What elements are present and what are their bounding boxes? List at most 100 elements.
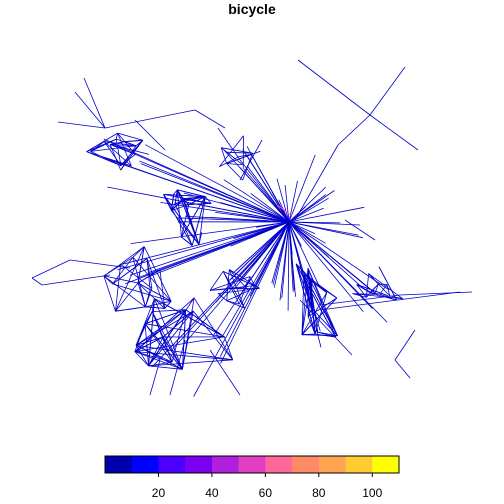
desire-line <box>103 138 290 223</box>
desire-line <box>134 351 233 361</box>
desire-line <box>249 276 255 286</box>
desire-line <box>144 309 186 325</box>
desire-line <box>145 144 290 223</box>
desire-line <box>31 259 71 279</box>
desire-line <box>394 329 416 361</box>
desire-line <box>311 308 338 337</box>
desire-line <box>226 163 243 165</box>
desire-line <box>144 323 173 363</box>
legend-color-bin <box>158 456 186 473</box>
desire-line <box>279 221 290 301</box>
desire-line <box>90 141 105 152</box>
desire-line <box>227 221 290 283</box>
desire-line <box>239 159 290 223</box>
desire-line <box>145 288 153 308</box>
desire-line <box>182 309 187 370</box>
desire-line <box>182 297 195 370</box>
desire-line <box>235 221 290 271</box>
high-flow-line <box>281 207 293 217</box>
desire-line <box>136 345 233 361</box>
desire-line <box>154 298 183 370</box>
desire-line <box>135 345 183 370</box>
desire-line <box>135 336 164 346</box>
desire-line <box>129 221 290 276</box>
desire-line <box>220 202 290 223</box>
desire-line <box>237 221 290 300</box>
desire-line <box>301 280 311 335</box>
desire-line <box>112 256 134 285</box>
desire-line <box>163 194 200 245</box>
desire-line <box>399 291 473 296</box>
desire-line <box>222 271 240 305</box>
legend-color-bin <box>131 456 159 473</box>
desire-line <box>31 277 43 286</box>
desire-line <box>215 221 290 303</box>
desire-line <box>278 199 290 223</box>
legend-color-bin <box>372 456 400 473</box>
desire-line <box>193 221 290 397</box>
desire-line <box>271 221 290 284</box>
desire-line <box>148 336 164 367</box>
desire-line <box>139 160 290 223</box>
desire-line <box>105 157 290 223</box>
desire-line <box>152 309 186 312</box>
desire-line <box>163 194 172 211</box>
desire-line <box>117 132 143 141</box>
desire-line <box>288 221 310 239</box>
desire-line <box>163 194 193 246</box>
desire-line <box>315 333 336 338</box>
legend-border <box>104 455 400 474</box>
desire-line <box>307 268 338 336</box>
desire-line <box>130 221 290 244</box>
desire-line <box>137 282 172 302</box>
map-title: bicycle <box>228 1 276 17</box>
desire-line <box>115 282 139 312</box>
desire-line <box>148 309 187 367</box>
legend-color-bin <box>105 456 133 473</box>
desire-line <box>288 221 326 244</box>
desire-line <box>288 221 364 312</box>
desire-line <box>152 221 290 367</box>
desire-line <box>134 336 225 352</box>
desire-line <box>230 221 290 247</box>
desire-line <box>288 221 321 332</box>
desire-line <box>137 282 166 309</box>
desire-line <box>124 139 143 142</box>
desire-line <box>352 293 403 300</box>
desire-line <box>226 269 230 301</box>
desire-line <box>104 109 196 129</box>
desire-line <box>171 309 187 363</box>
desire-line <box>162 310 194 338</box>
desire-line <box>57 121 106 129</box>
desire-line <box>226 163 243 181</box>
desire-line <box>176 189 200 245</box>
desire-line <box>151 311 183 370</box>
desire-line <box>233 221 290 239</box>
desire-line <box>143 246 172 302</box>
desire-line <box>288 221 373 309</box>
desire-line <box>219 135 244 167</box>
desire-line <box>164 300 172 309</box>
desire-line <box>174 203 193 246</box>
desire-line <box>288 221 390 291</box>
legend-tick-label: 100 <box>362 486 382 500</box>
desire-line <box>294 144 339 221</box>
desire-line <box>222 271 245 309</box>
desire-line <box>226 300 245 309</box>
desire-line <box>90 145 136 152</box>
desire-line <box>135 311 153 346</box>
desire-line <box>288 221 294 292</box>
desire-line <box>117 221 290 271</box>
desire-line <box>41 274 111 286</box>
desire-line <box>288 154 316 223</box>
desire-line <box>185 309 225 338</box>
desire-line <box>160 202 290 223</box>
desire-line <box>176 189 185 200</box>
desire-line <box>171 210 200 245</box>
desire-line <box>288 206 307 223</box>
desire-line <box>217 293 227 302</box>
desire-line <box>295 263 316 335</box>
desire-line-network <box>31 59 473 397</box>
legend-tick-label: 20 <box>152 486 166 500</box>
desire-line <box>366 273 369 298</box>
